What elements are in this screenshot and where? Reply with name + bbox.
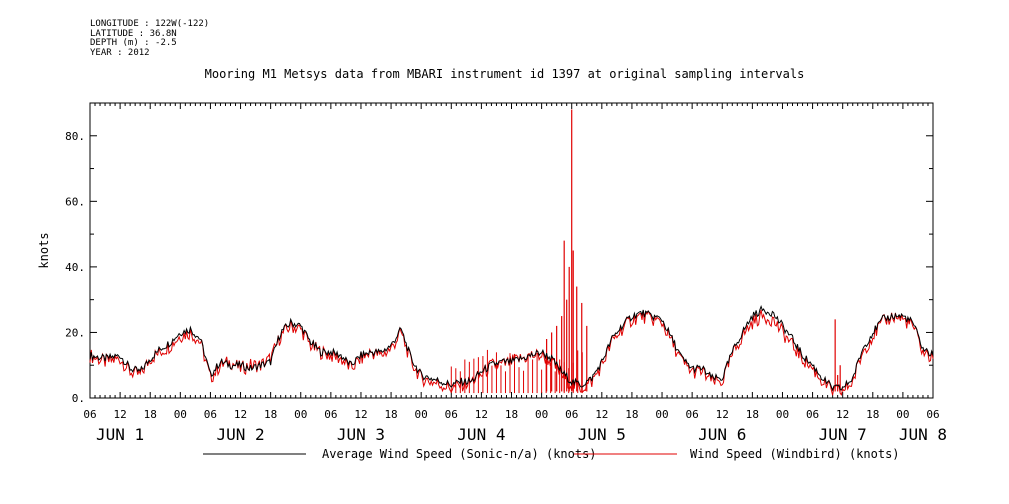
x-tick-label: 12 — [234, 408, 247, 421]
day-label: JUN 2 — [216, 425, 264, 444]
x-tick-label: 00 — [415, 408, 428, 421]
x-tick-label: 12 — [475, 408, 488, 421]
x-tick-label: 00 — [535, 408, 548, 421]
x-tick-label: 06 — [324, 408, 337, 421]
x-tick-label: 18 — [625, 408, 638, 421]
x-tick-label: 18 — [384, 408, 397, 421]
x-tick-label: 00 — [655, 408, 668, 421]
day-label: JUN 3 — [337, 425, 385, 444]
depth-text: DEPTH (m) : -2.5 — [90, 38, 177, 48]
latitude-text: LATITUDE : 36.8N — [90, 28, 177, 39]
series-windbird — [89, 109, 934, 396]
x-tick-label: 18 — [264, 408, 277, 421]
day-label: JUN 7 — [819, 425, 867, 444]
legend: Average Wind Speed (Sonic-n/a) (knots) Wi… — [203, 447, 900, 461]
metadata-block: LONGITUDE : 122W(-122) LATITUDE : 36.8N … — [90, 19, 210, 58]
chart-title: Mooring M1 Metsys data from MBARI instru… — [204, 67, 805, 81]
x-tick-label: 06 — [204, 408, 217, 421]
x-tick-label: 06 — [445, 408, 458, 421]
x-tick-label: 06 — [686, 408, 699, 421]
x-tick-label: 00 — [896, 408, 909, 421]
day-label: JUN 5 — [578, 425, 626, 444]
y-tick-label: 0. — [72, 392, 85, 405]
day-label: JUN 1 — [96, 425, 144, 444]
legend-windbird-label: Wind Speed (Windbird) (knots) — [690, 447, 900, 461]
series-average — [89, 305, 934, 392]
day-label: JUN 4 — [457, 425, 505, 444]
average-line — [89, 305, 934, 392]
x-tick-label: 06 — [83, 408, 96, 421]
x-tick-label: 18 — [505, 408, 518, 421]
plot-frame — [89, 102, 934, 399]
y-tick-label: 60. — [65, 195, 85, 208]
x-tick-label: 00 — [174, 408, 187, 421]
x-tick-label: 18 — [866, 408, 879, 421]
longitude-text: LONGITUDE : 122W(-122) — [90, 19, 210, 29]
day-label: JUN 6 — [698, 425, 746, 444]
y-tick-label: 40. — [65, 261, 85, 274]
legend-average-label: Average Wind Speed (Sonic-n/a) (knots) — [322, 447, 597, 461]
year-text: YEAR : 2012 — [90, 47, 150, 58]
x-tick-label: 12 — [354, 408, 367, 421]
axes: 0. 20. 40. 60. 80. 06 12 18 00 06 12 18 00 06 12 18 00 06… — [37, 102, 947, 444]
x-tick-label: 06 — [565, 408, 578, 421]
x-tick-label: 18 — [746, 408, 759, 421]
plot-border — [89, 102, 934, 399]
y-axis-label: knots — [37, 232, 51, 268]
x-tick-label: 00 — [776, 408, 789, 421]
y-tick-label: 80. — [65, 130, 85, 143]
windbird-line — [89, 309, 934, 396]
x-tick-label: 00 — [294, 408, 307, 421]
x-tick-label: 18 — [144, 408, 157, 421]
x-tick-label: 12 — [716, 408, 729, 421]
x-tick-label: 12 — [113, 408, 126, 421]
x-tick-label: 12 — [595, 408, 608, 421]
x-tick-label: 12 — [836, 408, 849, 421]
x-tick-label: 06 — [806, 408, 819, 421]
day-label: JUN 8 — [899, 425, 947, 444]
y-tick-label: 20. — [65, 326, 85, 339]
x-tick-label: 06 — [926, 408, 939, 421]
